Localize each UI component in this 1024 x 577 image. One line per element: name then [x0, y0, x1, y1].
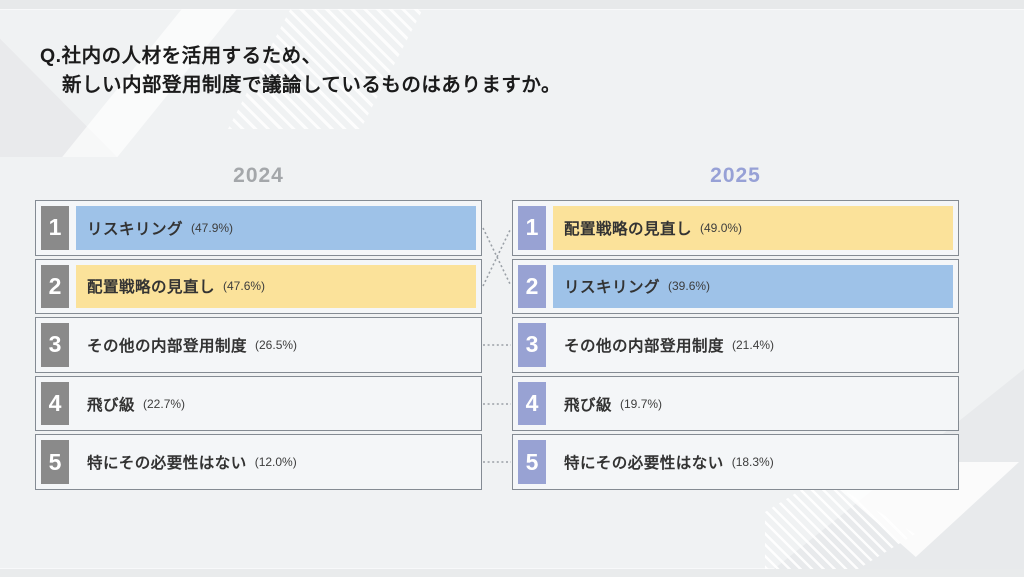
row-content: 飛び級 (22.7%) [76, 382, 476, 426]
row-content: その他の内部登用制度 (26.5%) [76, 323, 476, 367]
row-content: その他の内部登用制度 (21.4%) [553, 323, 953, 367]
item-label: 配置戦略の見直し [87, 279, 216, 297]
bottom-edge-strip [0, 568, 1024, 577]
question-title: Q.社内の人材を活用するため、 新しい内部登用制度で議論しているものはありますか… [40, 42, 561, 100]
bg-decoration-bottom-right-hatch [765, 477, 915, 569]
rank-badge: 3 [518, 323, 546, 367]
rank-badge: 1 [41, 206, 69, 250]
item-label: 飛び級 [87, 396, 136, 414]
row-content: 特にその必要性はない (18.3%) [553, 440, 953, 484]
rank-badge: 2 [41, 264, 69, 309]
rank-row-2025-2: 2 リスキリング (39.6%) [512, 258, 959, 315]
item-percentage: (47.9%) [191, 220, 234, 235]
highlight-bar-yellow: 配置戦略の見直し (47.6%) [76, 264, 476, 309]
rank-row-2024-3: 3 その他の内部登用制度 (26.5%) [35, 317, 482, 373]
rank-row-2025-1: 1 配置戦略の見直し (49.0%) [512, 200, 959, 256]
rank-row-2024-5: 5 特にその必要性はない (12.0%) [35, 434, 482, 490]
item-label: リスキリング [564, 279, 661, 297]
item-label: 配置戦略の見直し [564, 220, 693, 238]
ranking-panel-2024: 1 リスキリング (47.9%) 2 配置戦略の見直し (47.6%) 3 その… [35, 200, 482, 490]
rank-badge: 2 [518, 264, 546, 309]
item-percentage: (21.4%) [732, 337, 775, 352]
item-label: その他の内部登用制度 [564, 337, 725, 355]
item-label: 飛び級 [564, 396, 613, 414]
rank-row-2024-2: 2 配置戦略の見直し (47.6%) [35, 258, 482, 315]
item-percentage: (18.3%) [731, 455, 774, 470]
rank-badge: 4 [41, 381, 69, 426]
rank-row-2024-4: 4 飛び級 (22.7%) [35, 375, 482, 432]
question-title-line1: Q.社内の人材を活用するため、 [40, 45, 322, 67]
rank-row-2024-1: 1 リスキリング (47.9%) [35, 200, 482, 256]
row-content: 特にその必要性はない (12.0%) [76, 440, 476, 484]
rank-row-2025-3: 3 その他の内部登用制度 (21.4%) [512, 317, 959, 373]
item-label: 特にその必要性はない [87, 455, 247, 473]
year-header-2025: 2025 [710, 164, 761, 187]
row-content: 飛び級 (19.7%) [553, 382, 953, 426]
item-percentage: (49.0%) [700, 220, 743, 235]
item-percentage: (22.7%) [143, 396, 186, 411]
rank-row-2025-4: 4 飛び級 (19.7%) [512, 375, 959, 432]
highlight-bar-blue: リスキリング (39.6%) [553, 264, 953, 309]
item-percentage: (26.5%) [255, 337, 298, 352]
item-label: その他の内部登用制度 [87, 337, 248, 355]
year-header-2024: 2024 [233, 164, 284, 187]
rank-badge: 4 [518, 381, 546, 426]
top-edge-strip [0, 0, 1024, 10]
rank-badge: 1 [518, 206, 546, 250]
rank-badge: 5 [41, 440, 69, 484]
rank-badge: 3 [41, 323, 69, 367]
question-title-line2: 新しい内部登用制度で議論しているものはありますか。 [62, 74, 562, 96]
rank-badge: 5 [518, 440, 546, 484]
item-percentage: (47.6%) [223, 279, 266, 294]
item-label: リスキリング [87, 220, 184, 238]
connector-cross-down [482, 227, 512, 287]
item-label: 特にその必要性はない [564, 455, 724, 473]
item-percentage: (12.0%) [254, 455, 297, 470]
connector-cross-up [482, 227, 512, 287]
item-percentage: (39.6%) [668, 279, 711, 294]
highlight-bar-blue: リスキリング (47.9%) [76, 206, 476, 250]
highlight-bar-yellow: 配置戦略の見直し (49.0%) [553, 206, 953, 250]
ranking-panel-2025: 1 配置戦略の見直し (49.0%) 2 リスキリング (39.6%) 3 その… [512, 200, 959, 490]
item-percentage: (19.7%) [620, 396, 663, 411]
rank-row-2025-5: 5 特にその必要性はない (18.3%) [512, 434, 959, 490]
